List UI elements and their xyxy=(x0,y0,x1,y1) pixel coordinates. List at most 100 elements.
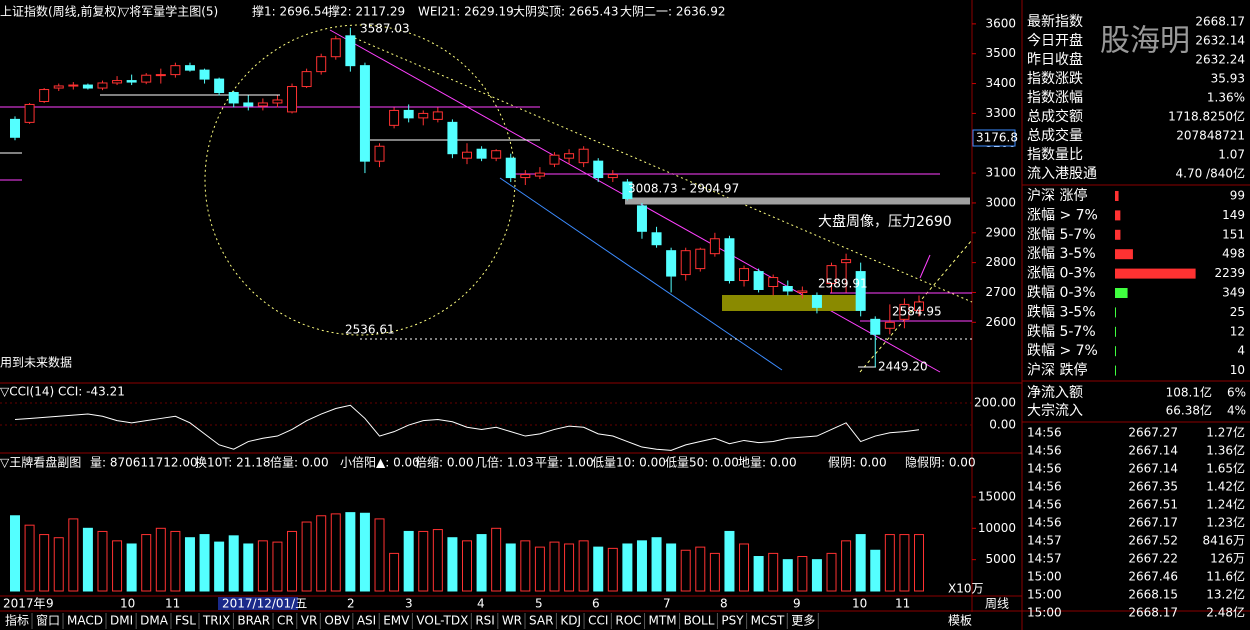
candle-body xyxy=(432,111,443,120)
candle-body xyxy=(403,109,414,119)
volume-bar xyxy=(782,559,793,592)
candle-body xyxy=(24,103,35,123)
breadth-count: 151 xyxy=(1222,227,1245,241)
y-tick-label: 0.00 xyxy=(989,418,1016,432)
volume-bar xyxy=(345,512,356,592)
tab[interactable]: OBV xyxy=(324,614,350,628)
time-label: 2017/12/01/五 xyxy=(222,597,307,611)
quote-value: 2632.24 xyxy=(1195,53,1245,67)
y-tick-label: 5000 xyxy=(985,552,1016,566)
tab[interactable]: 指标 xyxy=(5,613,29,628)
volume-bar xyxy=(666,543,677,592)
annotation: 3008.73 - 2904.97 xyxy=(628,182,739,196)
flow-amount: 66.38亿 xyxy=(1166,403,1212,418)
volume-bar xyxy=(330,513,341,592)
volume-bar xyxy=(564,543,575,592)
volume-bar xyxy=(811,559,822,592)
tab[interactable]: CR xyxy=(277,614,294,628)
time-label: 4 xyxy=(477,597,485,611)
volume-bar xyxy=(10,515,20,592)
volume-header: 低量10: 0.00 xyxy=(592,456,666,470)
volume-bar xyxy=(68,518,79,592)
tab[interactable]: BRAR xyxy=(237,614,270,628)
breadth-bar xyxy=(1115,307,1116,318)
date-box xyxy=(218,597,298,610)
candle-body xyxy=(141,74,152,83)
volume-bar xyxy=(418,530,429,592)
volume-bar xyxy=(797,556,808,592)
tab[interactable]: EMV xyxy=(383,614,410,628)
tick-volume: 126万 xyxy=(1210,552,1245,566)
candle-body xyxy=(199,69,210,80)
tab[interactable]: KDJ xyxy=(560,614,581,628)
breadth-count: 99 xyxy=(1230,189,1245,203)
candle-body xyxy=(870,318,881,335)
tab[interactable]: ASI xyxy=(357,614,376,628)
tab[interactable]: BOLL xyxy=(684,614,715,628)
header-half: 大阴二一: 2636.92 xyxy=(620,5,725,19)
candle-body xyxy=(724,238,735,282)
tab[interactable]: FSL xyxy=(175,614,196,628)
volume-bar xyxy=(287,530,298,592)
quote-value: 1.36% xyxy=(1207,91,1245,105)
volume-bar xyxy=(97,530,108,592)
tab[interactable]: DMI xyxy=(110,614,133,628)
cci-value: CCI: -43.21 xyxy=(58,385,125,399)
tab[interactable]: WR xyxy=(502,614,522,628)
volume-header: 几倍: 1.03 xyxy=(475,455,534,470)
annotation: 3587.03 xyxy=(360,22,410,36)
header-title: 上证指数(周线,前复权) xyxy=(0,4,121,19)
tick-time: 15:00 xyxy=(1027,570,1062,584)
tab[interactable]: MCST xyxy=(751,614,785,628)
volume-bar xyxy=(841,540,852,592)
time-label: 11 xyxy=(895,597,910,611)
annotation: 用到未来数据 xyxy=(0,355,72,370)
volume-bar xyxy=(228,535,239,592)
tab[interactable]: MTM xyxy=(649,614,677,628)
tab[interactable]: 更多 xyxy=(791,614,815,628)
tick-time: 15:00 xyxy=(1027,606,1062,620)
tick-time: 14:56 xyxy=(1027,480,1062,494)
volume-bar xyxy=(126,543,137,592)
volume-header: 小倍阳▲: 0.00 xyxy=(340,455,420,470)
volume-bar xyxy=(753,556,764,592)
volume-bar xyxy=(491,527,502,592)
candle-body xyxy=(170,65,181,76)
quote-value: 207848721 xyxy=(1176,129,1245,143)
tab[interactable]: VR xyxy=(301,614,318,628)
tab[interactable]: MACD xyxy=(67,614,103,628)
tick-price: 2667.27 xyxy=(1128,426,1178,440)
time-label: 10 xyxy=(120,597,135,611)
volume-header: 换10T: 21.18 xyxy=(195,456,271,470)
quote-label: 今日开盘 xyxy=(1027,32,1083,49)
flow-amount: 108.1亿 xyxy=(1166,385,1212,400)
candle-body xyxy=(884,321,895,329)
volume-bar xyxy=(607,547,618,592)
breadth-label: 涨幅 > 7% xyxy=(1027,207,1098,223)
tab[interactable]: DMA xyxy=(140,614,169,628)
volume-bar xyxy=(82,527,93,592)
tab[interactable]: CCI xyxy=(588,614,608,628)
breadth-count: 25 xyxy=(1230,305,1245,319)
breadth-count: 4 xyxy=(1237,344,1245,358)
y-tick-label: 10000 xyxy=(978,521,1016,535)
tab[interactable]: SAR xyxy=(529,614,553,628)
time-label: 9 xyxy=(793,597,801,611)
candle-body xyxy=(228,92,239,104)
tab[interactable]: VOL-TDX xyxy=(416,614,468,628)
volume-bar xyxy=(651,537,662,592)
volume-header: 平量: 1.00 xyxy=(535,456,594,470)
tab[interactable]: PSY xyxy=(721,614,744,628)
tab[interactable]: 窗口 xyxy=(36,614,60,628)
time-label: 9 xyxy=(46,597,54,611)
tab[interactable]: RSI xyxy=(475,614,495,628)
template[interactable]: 模板 xyxy=(948,614,972,628)
candle-body xyxy=(593,160,604,179)
breadth-count: 149 xyxy=(1222,208,1245,222)
tab[interactable]: ROC xyxy=(615,614,641,628)
tab[interactable]: TRIX xyxy=(202,614,230,628)
candle-body xyxy=(651,232,662,246)
candle-body xyxy=(564,153,575,159)
quote-value: 2632.14 xyxy=(1195,34,1245,48)
quote-label: 流入港股通 xyxy=(1027,166,1097,182)
